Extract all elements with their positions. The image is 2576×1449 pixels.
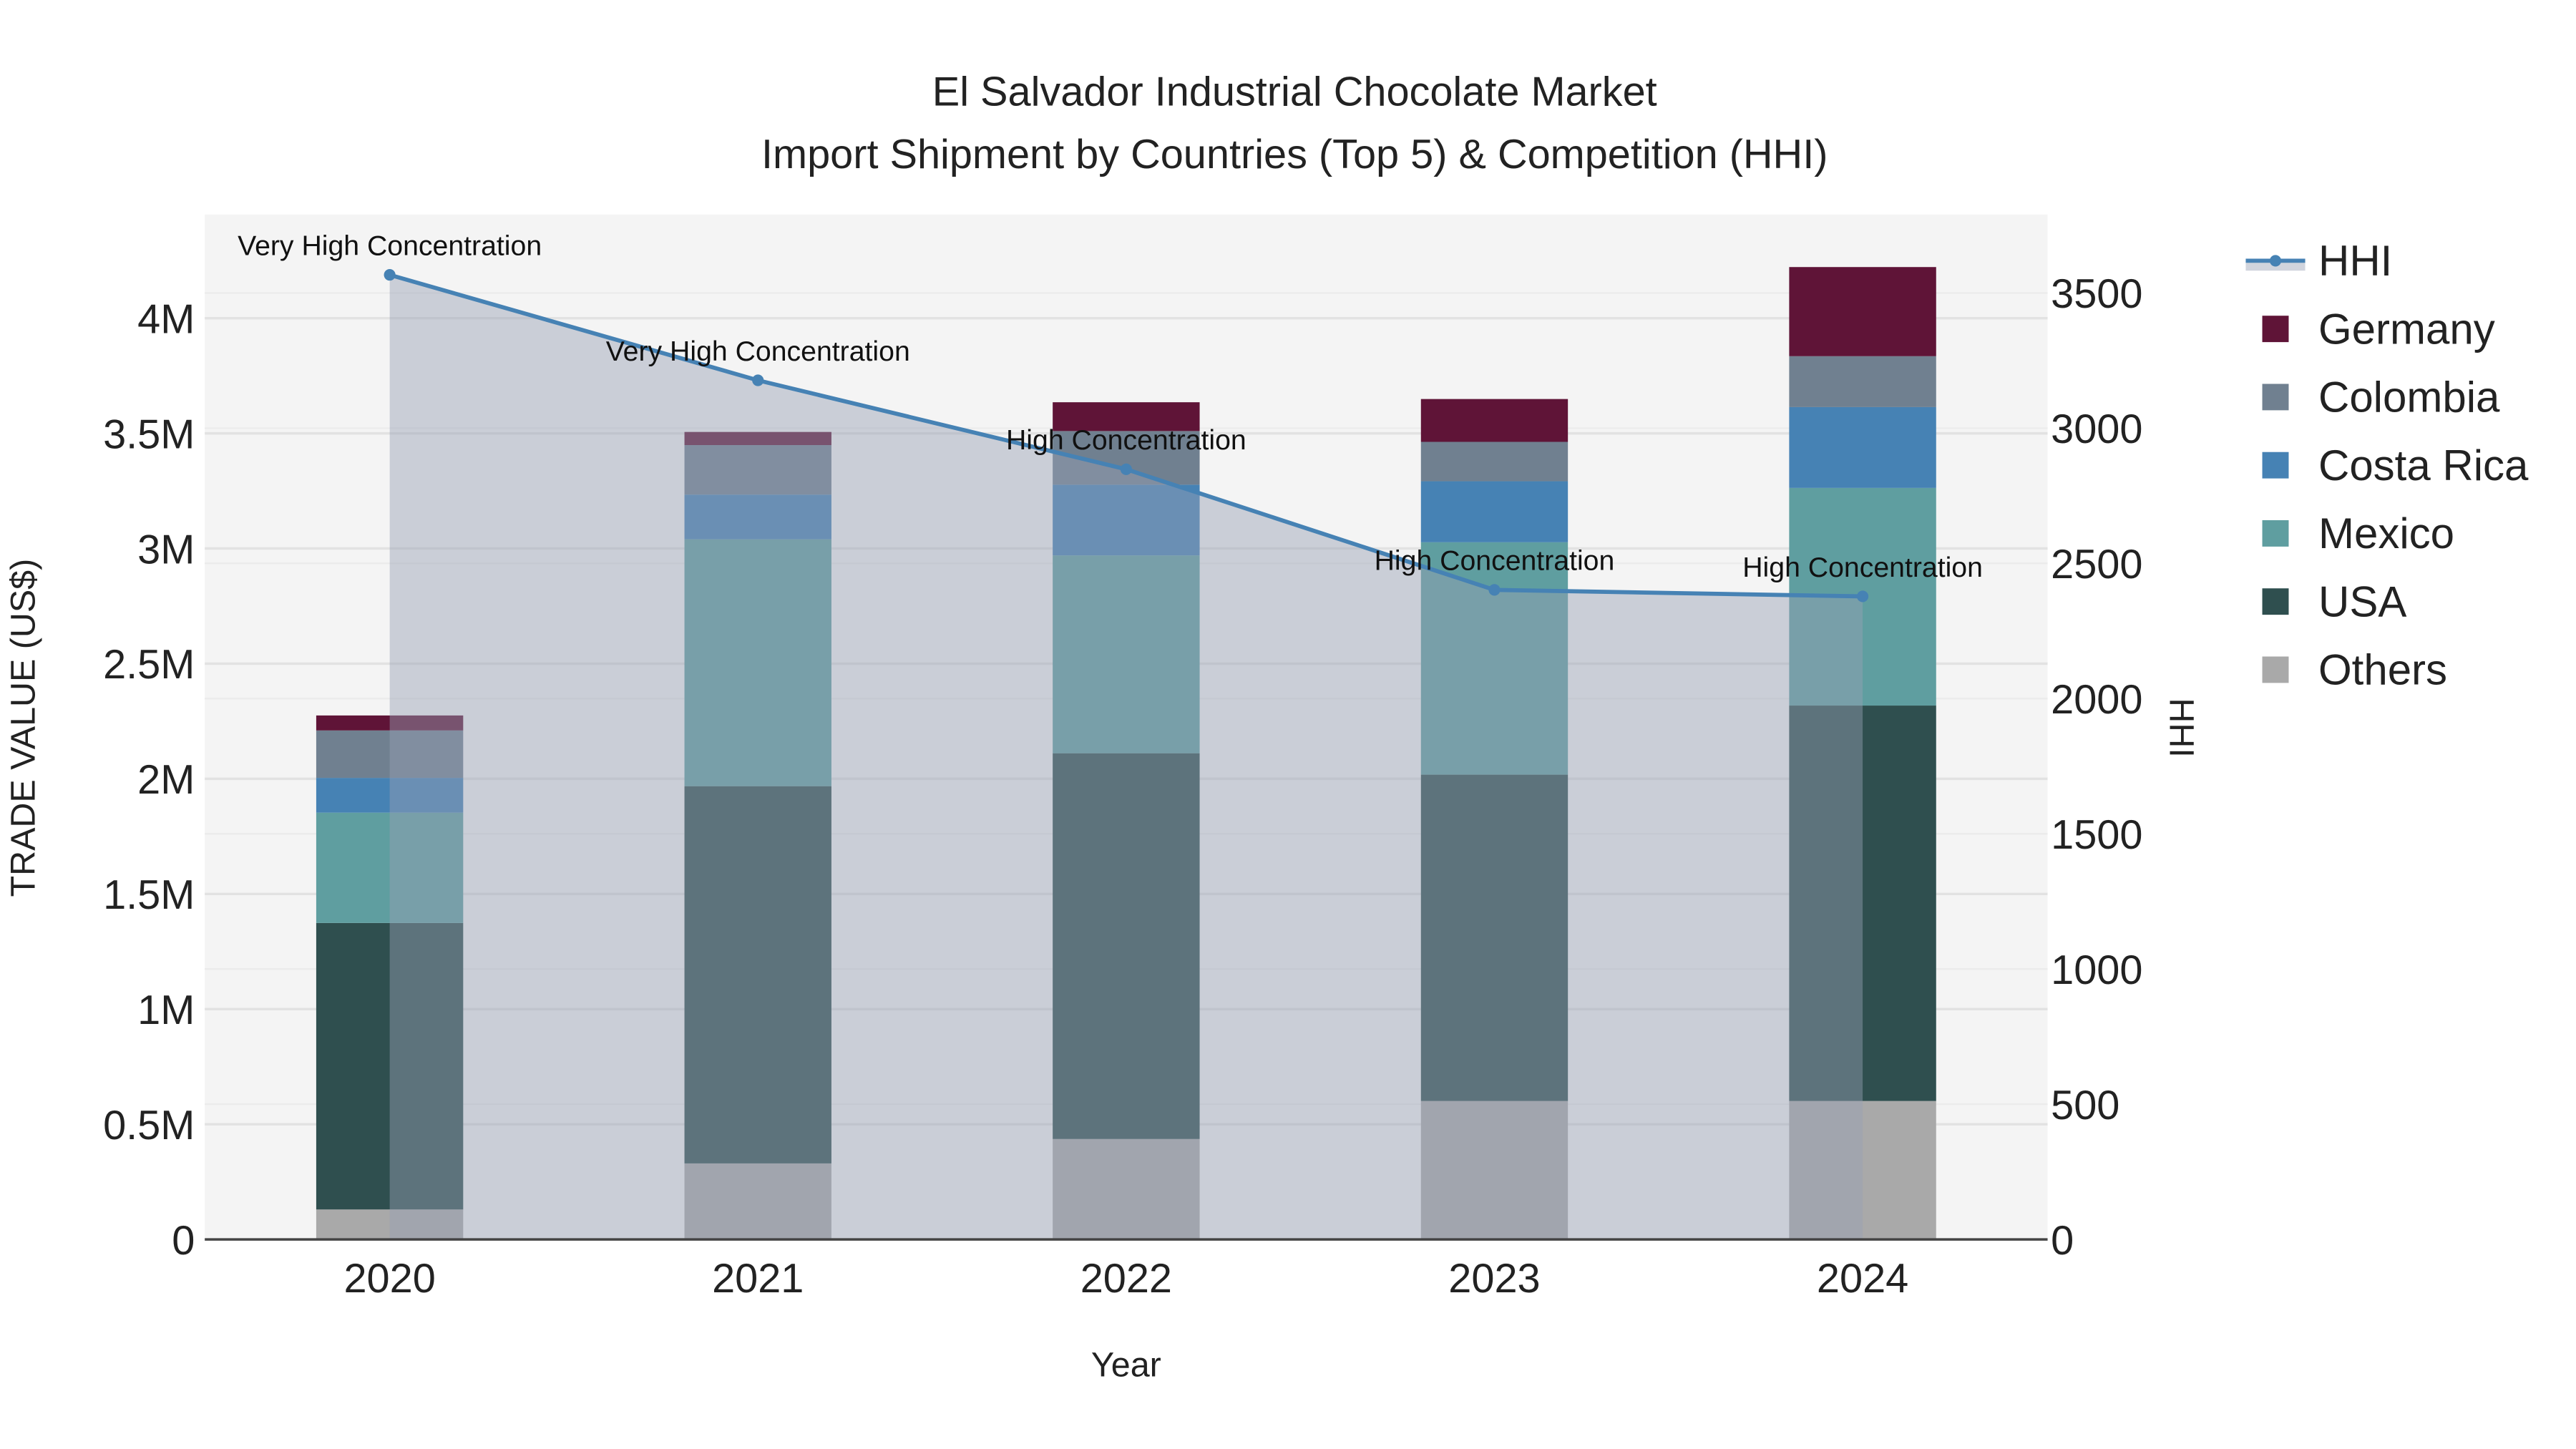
x-tick-label: 2024 bbox=[1817, 1256, 1908, 1302]
bar-usa bbox=[316, 922, 464, 1210]
y2-tick-label: 1000 bbox=[2051, 947, 2142, 993]
bar-others bbox=[1420, 1101, 1568, 1240]
bar-germany bbox=[684, 431, 831, 446]
legend-swatch-costa-rica bbox=[2262, 452, 2289, 479]
y-tick-label: 3.5M bbox=[103, 411, 195, 457]
bar-usa bbox=[684, 786, 831, 1163]
hhi-point bbox=[1857, 590, 1869, 602]
bar-costa-rica bbox=[1053, 484, 1200, 556]
bar-colombia bbox=[684, 445, 831, 495]
legend-label: Costa Rica bbox=[2318, 441, 2529, 489]
bar-others bbox=[1789, 1101, 1936, 1240]
legend: HHI Germany Colombia Costa Rica Mexico USA Oth… bbox=[2245, 237, 2529, 694]
hhi-annotation: Very High Concentration bbox=[238, 230, 542, 261]
legend-label: Colombia bbox=[2318, 374, 2500, 421]
bar-usa bbox=[1053, 753, 1200, 1139]
x-tick-label: 2023 bbox=[1448, 1256, 1540, 1302]
legend-swatch-usa bbox=[2262, 588, 2289, 615]
legend-label: USA bbox=[2318, 577, 2406, 625]
bar-mexico bbox=[1420, 542, 1568, 775]
bar-colombia bbox=[1420, 441, 1568, 482]
legend-label: Others bbox=[2318, 646, 2447, 694]
y-tick-label: 0.5M bbox=[103, 1103, 195, 1148]
y2-tick-label: 0 bbox=[2051, 1218, 2074, 1264]
y-axis-label: TRADE VALUE (US$) bbox=[4, 559, 42, 897]
y-tick-label: 3M bbox=[137, 527, 195, 572]
hhi-annotation: Very High Concentration bbox=[606, 336, 910, 367]
y2-tick-label: 1500 bbox=[2051, 812, 2142, 858]
x-axis-label: Year bbox=[1091, 1346, 1161, 1385]
hhi-area bbox=[389, 275, 1863, 1240]
bar-costa-rica bbox=[1420, 481, 1568, 542]
y2-axis-label: HHI bbox=[2162, 698, 2200, 757]
hhi-annotation: High Concentration bbox=[1742, 552, 1983, 583]
hhi-point bbox=[752, 374, 764, 386]
y-tick-label: 0 bbox=[172, 1218, 195, 1264]
y2-tick-label: 2000 bbox=[2051, 677, 2142, 723]
y-tick-label: 4M bbox=[137, 296, 195, 342]
bar-mexico bbox=[1053, 555, 1200, 753]
legend-label: Germany bbox=[2318, 305, 2495, 353]
hhi-point bbox=[1488, 584, 1501, 596]
y-tick-label: 2M bbox=[137, 757, 195, 803]
x-tick-label: 2020 bbox=[343, 1256, 435, 1302]
y2-tick-label: 2500 bbox=[2051, 542, 2142, 587]
x-tick-label: 2022 bbox=[1080, 1256, 1172, 1302]
bar-others bbox=[684, 1163, 831, 1240]
bar-usa bbox=[1789, 706, 1936, 1101]
bar-costa-rica bbox=[684, 494, 831, 540]
legend-marker-hhi bbox=[2269, 255, 2282, 267]
legend-swatch-germany bbox=[2262, 316, 2289, 343]
y2-tick-label: 500 bbox=[2051, 1083, 2119, 1128]
y2-tick-label: 3000 bbox=[2051, 406, 2142, 452]
chart-subtitle: Import Shipment by Countries (Top 5) & C… bbox=[761, 132, 1828, 177]
legend-swatch-colombia bbox=[2262, 384, 2289, 411]
y-tick-label: 1M bbox=[137, 987, 195, 1033]
y2-tick-label: 3500 bbox=[2051, 271, 2142, 317]
bar-costa-rica bbox=[1789, 406, 1936, 488]
legend-label: Mexico bbox=[2318, 509, 2454, 557]
hhi-point bbox=[1120, 463, 1132, 475]
bar-germany bbox=[1789, 267, 1936, 356]
chart-title: El Salvador Industrial Chocolate Market bbox=[932, 69, 1657, 115]
bar-germany bbox=[316, 715, 464, 731]
bar-mexico bbox=[316, 812, 464, 923]
legend-swatch-mexico bbox=[2262, 519, 2289, 547]
bar-costa-rica bbox=[316, 778, 464, 813]
bar-colombia bbox=[316, 730, 464, 779]
hhi-annotation: High Concentration bbox=[1006, 425, 1246, 456]
hhi-point bbox=[384, 269, 396, 281]
x-tick-label: 2021 bbox=[712, 1256, 804, 1302]
legend-swatch-others bbox=[2262, 656, 2289, 683]
bar-germany bbox=[1420, 399, 1568, 442]
bar-germany bbox=[1053, 402, 1200, 431]
hhi-annotation: High Concentration bbox=[1375, 546, 1615, 577]
y-tick-label: 2.5M bbox=[103, 642, 195, 688]
bar-colombia bbox=[1789, 356, 1936, 407]
bar-others bbox=[316, 1209, 464, 1240]
bar-usa bbox=[1420, 774, 1568, 1101]
y-tick-label: 1.5M bbox=[103, 872, 195, 918]
bar-others bbox=[1053, 1138, 1200, 1240]
legend-label: HHI bbox=[2318, 237, 2392, 285]
bar-mexico bbox=[684, 539, 831, 786]
